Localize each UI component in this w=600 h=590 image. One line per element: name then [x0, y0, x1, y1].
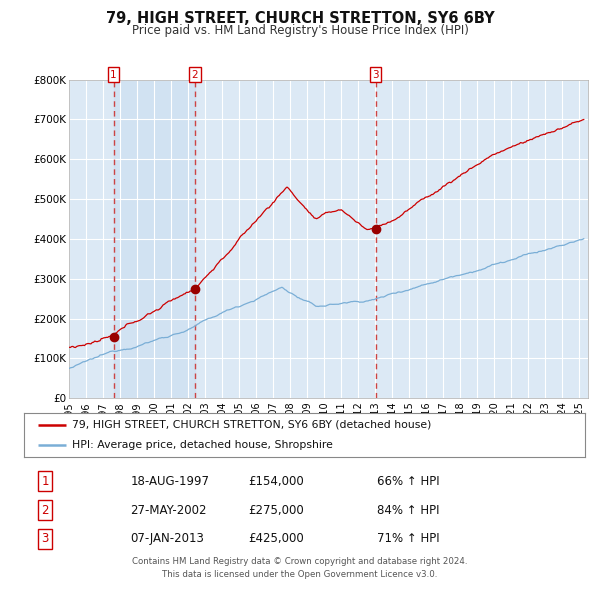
Text: 66% ↑ HPI: 66% ↑ HPI	[377, 475, 440, 488]
Text: 2: 2	[191, 70, 198, 80]
Text: Price paid vs. HM Land Registry's House Price Index (HPI): Price paid vs. HM Land Registry's House …	[131, 24, 469, 37]
Text: Contains HM Land Registry data © Crown copyright and database right 2024.: Contains HM Land Registry data © Crown c…	[132, 558, 468, 566]
Text: 3: 3	[41, 532, 49, 545]
Text: £425,000: £425,000	[248, 532, 304, 545]
Text: £275,000: £275,000	[248, 503, 304, 517]
Text: 3: 3	[373, 70, 379, 80]
Text: 18-AUG-1997: 18-AUG-1997	[131, 475, 209, 488]
Bar	[113, 80, 195, 398]
Text: 71% ↑ HPI: 71% ↑ HPI	[377, 532, 440, 545]
Text: 79, HIGH STREET, CHURCH STRETTON, SY6 6BY (detached house): 79, HIGH STREET, CHURCH STRETTON, SY6 6B…	[71, 420, 431, 430]
Text: 1: 1	[41, 475, 49, 488]
Text: 07-JAN-2013: 07-JAN-2013	[131, 532, 205, 545]
Text: HPI: Average price, detached house, Shropshire: HPI: Average price, detached house, Shro…	[71, 440, 332, 450]
Text: 1: 1	[110, 70, 117, 80]
Text: 2: 2	[41, 503, 49, 517]
Text: This data is licensed under the Open Government Licence v3.0.: This data is licensed under the Open Gov…	[163, 571, 437, 579]
Text: 27-MAY-2002: 27-MAY-2002	[131, 503, 207, 517]
Text: £154,000: £154,000	[248, 475, 304, 488]
Text: 79, HIGH STREET, CHURCH STRETTON, SY6 6BY: 79, HIGH STREET, CHURCH STRETTON, SY6 6B…	[106, 11, 494, 25]
Text: 84% ↑ HPI: 84% ↑ HPI	[377, 503, 440, 517]
